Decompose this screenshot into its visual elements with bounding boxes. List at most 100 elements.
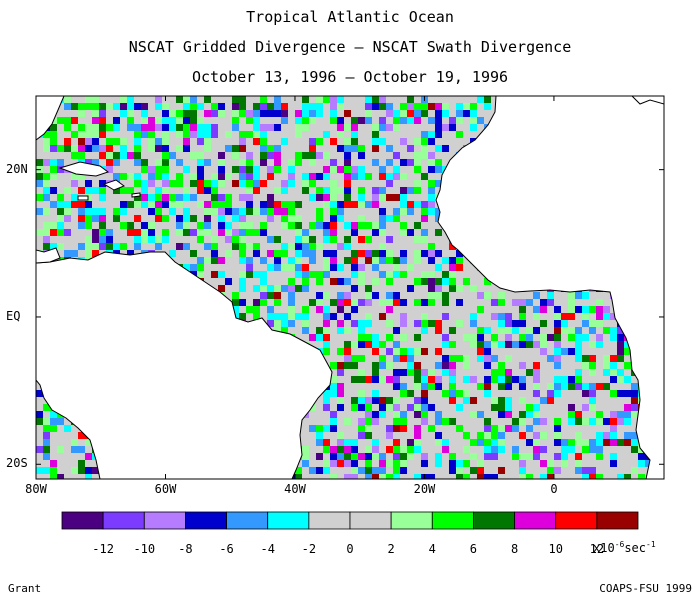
field-cell (295, 215, 303, 223)
field-cell (386, 194, 394, 202)
field-cell (302, 460, 310, 468)
field-cell (295, 327, 303, 335)
field-cell (400, 376, 408, 384)
field-cell (470, 96, 478, 104)
field-cell (302, 222, 310, 230)
field-cell (239, 292, 247, 300)
field-cell (421, 376, 429, 384)
field-cell (449, 425, 457, 433)
field-cell (134, 159, 142, 167)
field-cell (120, 201, 128, 209)
field-cell (64, 110, 72, 118)
field-cell (295, 299, 303, 307)
field-cell (190, 103, 198, 111)
field-cell (351, 348, 359, 356)
field-cell (120, 208, 128, 216)
field-cell (330, 236, 338, 244)
field-cell (225, 250, 233, 258)
field-cell (197, 117, 205, 125)
field-cell (302, 306, 310, 314)
field-cell (442, 460, 450, 468)
field-cell (365, 341, 373, 349)
field-cell (400, 369, 408, 377)
field-cell (148, 131, 156, 139)
field-cell (274, 138, 282, 146)
field-cell (400, 460, 408, 468)
field-cell (302, 418, 310, 426)
field-cell (435, 292, 443, 300)
field-cell (393, 236, 401, 244)
field-cell (575, 376, 583, 384)
field-cell (155, 145, 163, 153)
field-cell (512, 369, 520, 377)
field-cell (323, 152, 331, 160)
field-cell (239, 285, 247, 293)
field-cell (596, 320, 604, 328)
field-cell (393, 453, 401, 461)
field-cell (274, 124, 282, 132)
field-cell (288, 264, 296, 272)
field-cell (225, 222, 233, 230)
field-cell (435, 103, 443, 111)
field-cell (309, 474, 317, 479)
field-cell (603, 460, 611, 468)
field-cell (176, 187, 184, 195)
field-cell (603, 453, 611, 461)
field-cell (253, 306, 261, 314)
field-cell (421, 313, 429, 321)
field-cell (449, 411, 457, 419)
field-cell (64, 117, 72, 125)
field-cell (260, 110, 268, 118)
field-cell (260, 292, 268, 300)
field-cell (477, 278, 485, 286)
field-cell (379, 257, 387, 265)
field-cell (470, 376, 478, 384)
field-cell (393, 271, 401, 279)
field-cell (484, 320, 492, 328)
field-cell (169, 180, 177, 188)
field-cell (547, 390, 555, 398)
field-cell (414, 180, 422, 188)
field-cell (260, 103, 268, 111)
field-cell (568, 299, 576, 307)
field-cell (85, 96, 93, 104)
field-cell (379, 404, 387, 412)
field-cell (176, 117, 184, 125)
field-cell (449, 243, 457, 251)
field-cell (134, 201, 142, 209)
field-cell (302, 159, 310, 167)
field-cell (617, 376, 625, 384)
field-cell (309, 222, 317, 230)
field-cell (554, 474, 562, 479)
field-cell (379, 453, 387, 461)
field-cell (197, 250, 205, 258)
field-cell (176, 222, 184, 230)
field-cell (456, 418, 464, 426)
field-cell (407, 236, 415, 244)
field-cell (589, 376, 597, 384)
field-cell (449, 362, 457, 370)
field-cell (113, 229, 121, 237)
field-cell (120, 159, 128, 167)
field-cell (414, 159, 422, 167)
field-cell (554, 320, 562, 328)
field-cell (435, 208, 443, 216)
field-cell (624, 439, 632, 447)
field-cell (400, 264, 408, 272)
field-cell (323, 390, 331, 398)
field-cell (365, 257, 373, 265)
field-cell (337, 103, 345, 111)
field-cell (386, 110, 394, 118)
field-cell (155, 117, 163, 125)
field-cell (358, 145, 366, 153)
field-cell (386, 285, 394, 293)
field-cell (148, 159, 156, 167)
field-cell (407, 446, 415, 454)
field-cell (218, 271, 226, 279)
field-cell (561, 460, 569, 468)
field-cell (288, 180, 296, 188)
field-cell (372, 418, 380, 426)
field-cell (435, 474, 443, 479)
field-cell (218, 285, 226, 293)
field-cell (351, 432, 359, 440)
